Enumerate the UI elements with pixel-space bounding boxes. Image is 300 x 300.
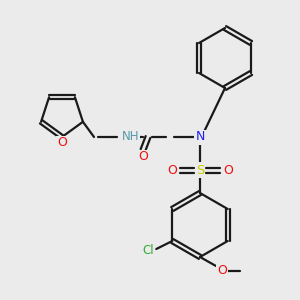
Text: N: N [195, 130, 205, 143]
Text: O: O [138, 151, 148, 164]
Text: NH: NH [122, 130, 140, 143]
Text: O: O [223, 164, 233, 176]
Text: Cl: Cl [142, 244, 154, 257]
Text: O: O [57, 136, 67, 149]
Text: O: O [167, 164, 177, 176]
Text: O: O [217, 265, 227, 278]
Text: S: S [196, 164, 204, 176]
